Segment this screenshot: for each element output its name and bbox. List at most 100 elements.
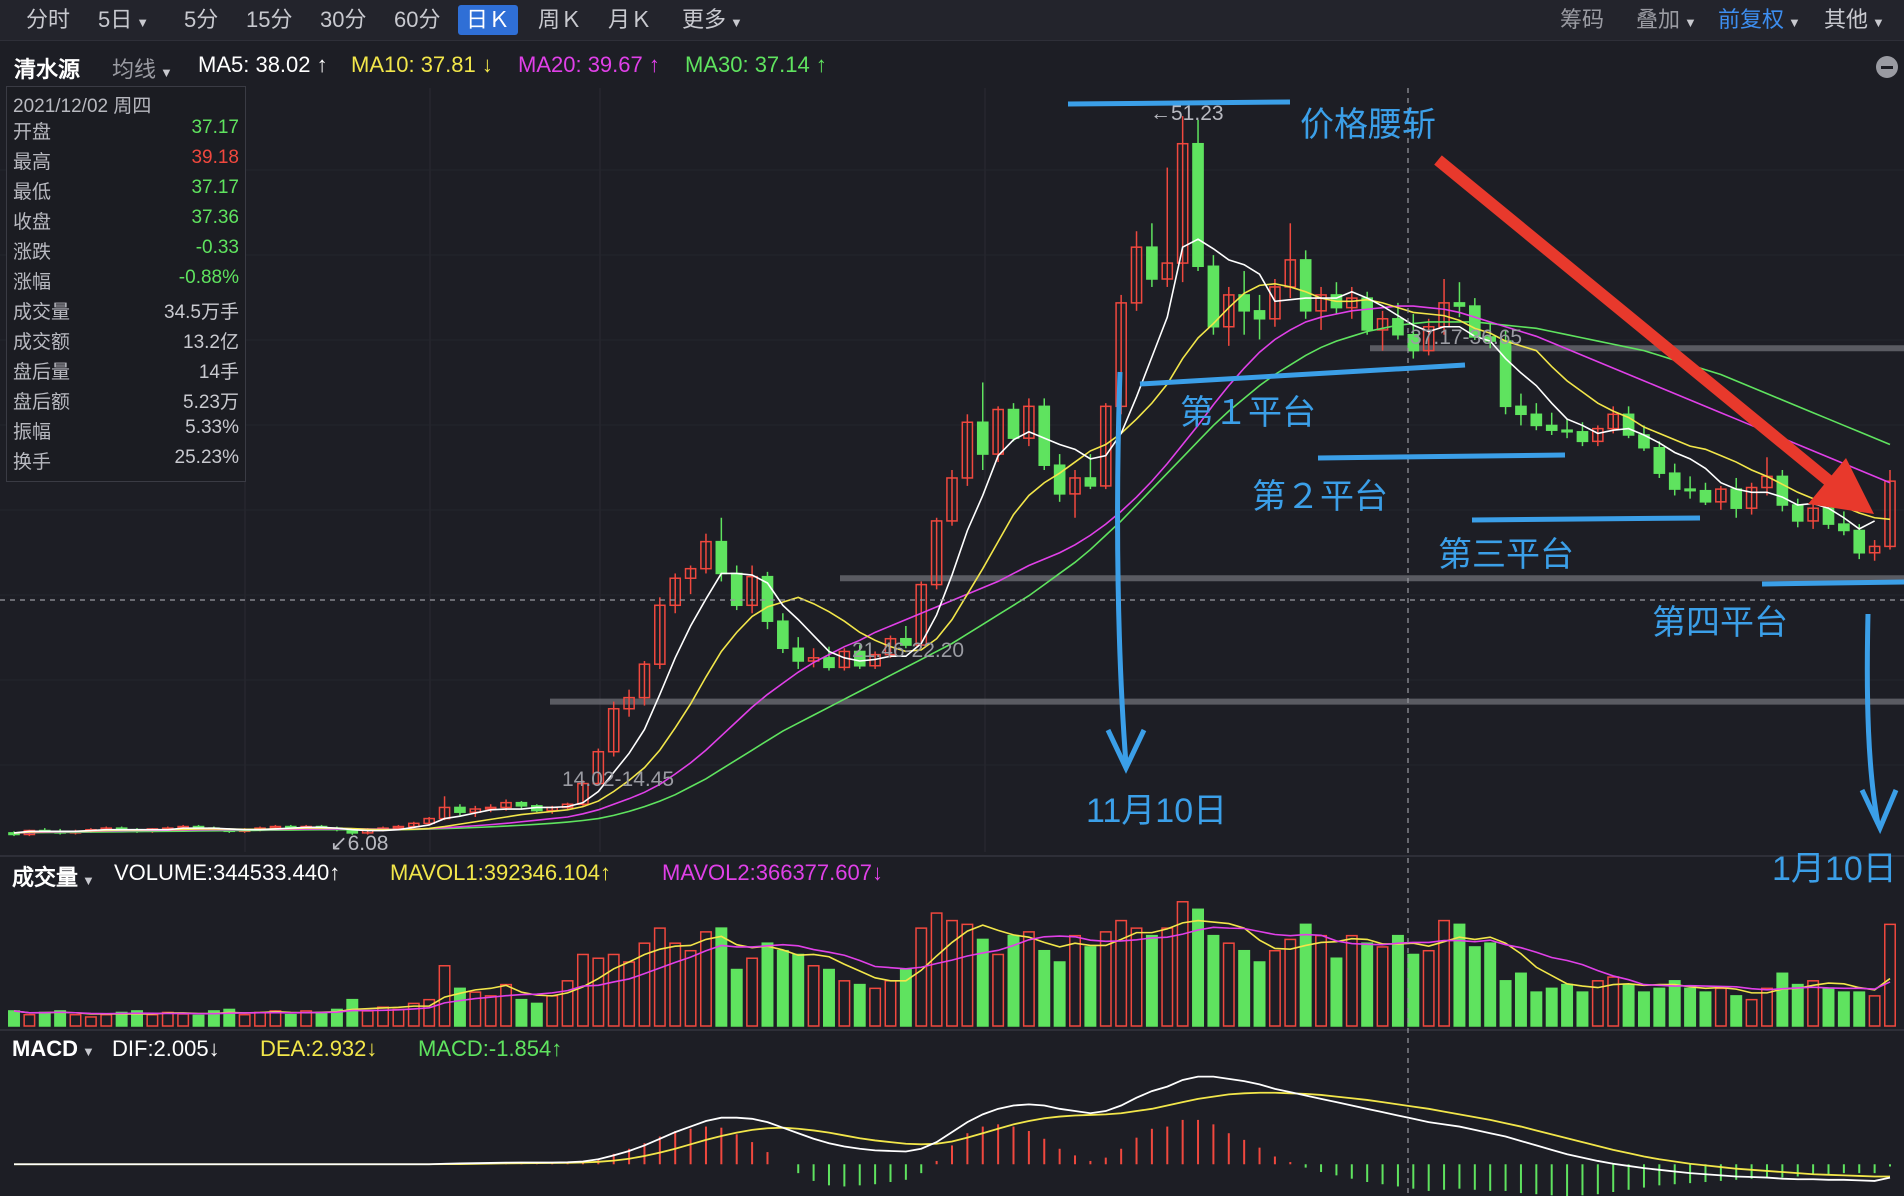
- tab-more[interactable]: 更多 ▼: [682, 5, 743, 35]
- volume-title[interactable]: 成交量 ▼: [12, 860, 95, 892]
- volume-bar: [653, 927, 666, 1027]
- candle-body: [1545, 424, 1558, 431]
- tab-15min[interactable]: 15分: [246, 7, 293, 32]
- candle-body: [700, 540, 712, 570]
- collapse-icon[interactable]: [1876, 56, 1898, 78]
- volume-bar: [684, 949, 697, 1027]
- chevron-down-icon: ▼: [136, 15, 150, 30]
- tab-intraday[interactable]: 分时: [26, 7, 71, 32]
- volume-bar: [1207, 934, 1220, 1027]
- tab-monthly-k[interactable]: 月Ｋ: [608, 7, 653, 32]
- chevron-down-icon: ▼: [160, 65, 173, 80]
- zone2-label: 21.46-22.20: [852, 639, 964, 662]
- volume-bar: [792, 953, 805, 1027]
- volume-bar: [961, 923, 974, 1027]
- volume-bar: [315, 1011, 328, 1027]
- volume-bar: [1745, 998, 1758, 1027]
- chevron-down-icon: ▼: [82, 873, 95, 888]
- tab-5day[interactable]: 5日 ▼: [98, 5, 149, 35]
- overlay-button[interactable]: 叠加 ▼: [1636, 5, 1697, 35]
- volume-bar: [669, 942, 682, 1027]
- info-label: 成交额: [13, 332, 71, 353]
- candle-body: [669, 577, 682, 607]
- forward-adjust-button[interactable]: 前复权 ▼: [1718, 5, 1801, 35]
- volume-bar: [1699, 991, 1712, 1027]
- volume-bar: [23, 1013, 36, 1027]
- macd-dif-value: DIF:2.005↓: [112, 1036, 220, 1061]
- volume-bar: [1391, 934, 1404, 1027]
- candle-body: [1084, 477, 1097, 487]
- volume-bar: [1868, 995, 1881, 1027]
- tab-5min[interactable]: 5分: [184, 7, 219, 32]
- info-row: 最高 39.18: [7, 147, 245, 177]
- info-label: 成交量: [13, 302, 71, 323]
- volume-bar: [38, 1011, 51, 1027]
- other-button[interactable]: 其他 ▼: [1824, 5, 1885, 35]
- volume-bar: [730, 968, 743, 1027]
- macd-title[interactable]: MACD ▼: [12, 1036, 95, 1062]
- volume-title-label: 成交量: [12, 865, 79, 890]
- candle-body: [900, 637, 912, 646]
- info-row: 收盘 37.36: [7, 207, 245, 237]
- candle-body: [1653, 446, 1666, 474]
- candle-body: [1299, 259, 1312, 312]
- candle-body: [500, 801, 512, 809]
- low-arrow-glyph: ↙: [330, 832, 348, 855]
- volume-bar: [869, 987, 882, 1027]
- candle-body: [884, 637, 897, 656]
- candle-body: [792, 647, 805, 662]
- volume-bar: [1576, 991, 1589, 1027]
- tab-60min[interactable]: 60分: [394, 7, 441, 32]
- macd-series: [14, 1075, 1891, 1196]
- chips-button[interactable]: 筹码: [1560, 7, 1605, 32]
- volume-bar: [361, 1010, 374, 1027]
- candle-body: [1238, 294, 1250, 312]
- volume-bar: [207, 1010, 220, 1027]
- ma20-legend: MA20: 39.67 ↑: [518, 52, 660, 77]
- volume-bar: [1776, 972, 1789, 1027]
- date2-label: 1月10日: [1772, 850, 1897, 888]
- ma-type-select[interactable]: 均线 ▼: [112, 52, 173, 84]
- ma5-line: [13, 238, 1875, 834]
- candle-body: [1422, 326, 1435, 352]
- volume-bar: [576, 953, 589, 1027]
- volume-bar: [84, 1016, 97, 1027]
- volume-bar: [407, 1002, 420, 1027]
- peak-line: [1067, 99, 1291, 107]
- tab-daily-k[interactable]: 日Ｋ: [458, 5, 519, 35]
- down-arrow-2-head: [1859, 788, 1899, 835]
- info-date: 2021/12/02 周四: [13, 96, 152, 117]
- candle-body: [761, 575, 774, 622]
- volume-bar: [1561, 983, 1574, 1027]
- candle-body: [638, 663, 651, 699]
- info-value: 39.18: [191, 147, 239, 168]
- volume-bar: [515, 998, 528, 1027]
- volume-bar: [1238, 949, 1251, 1027]
- volume-bar: [453, 987, 466, 1027]
- volume-bar: [54, 1010, 67, 1027]
- volume-bar: [100, 1013, 113, 1027]
- info-value: 37.17: [191, 177, 239, 198]
- volume-bar: [1376, 946, 1389, 1027]
- volume-bar: [807, 965, 820, 1027]
- info-value: 14手: [198, 362, 239, 383]
- tab-30min[interactable]: 30分: [320, 7, 367, 32]
- ma10-legend: MA10: 37.81 ↓: [351, 52, 493, 77]
- low-price-value: 6.08: [348, 832, 389, 855]
- volume-bar: [346, 998, 359, 1027]
- hand-annotations: [1067, 99, 1904, 835]
- candle-body: [1269, 286, 1281, 320]
- volume-bar: [1807, 980, 1820, 1027]
- macd-dif-line: [14, 1075, 1891, 1182]
- volume-bar: [1130, 927, 1143, 1027]
- candle-body: [1361, 297, 1374, 331]
- tab-more-label: 更多: [682, 7, 727, 32]
- candle-body: [1561, 429, 1573, 433]
- chevron-down-icon: ▼: [1788, 15, 1801, 30]
- volume-bar: [500, 983, 513, 1027]
- support-zones: [550, 345, 1904, 705]
- volume-bar: [1530, 991, 1543, 1027]
- tab-weekly-k[interactable]: 周Ｋ: [538, 7, 583, 32]
- candle-body: [1392, 318, 1404, 336]
- volume-bar: [192, 1014, 205, 1027]
